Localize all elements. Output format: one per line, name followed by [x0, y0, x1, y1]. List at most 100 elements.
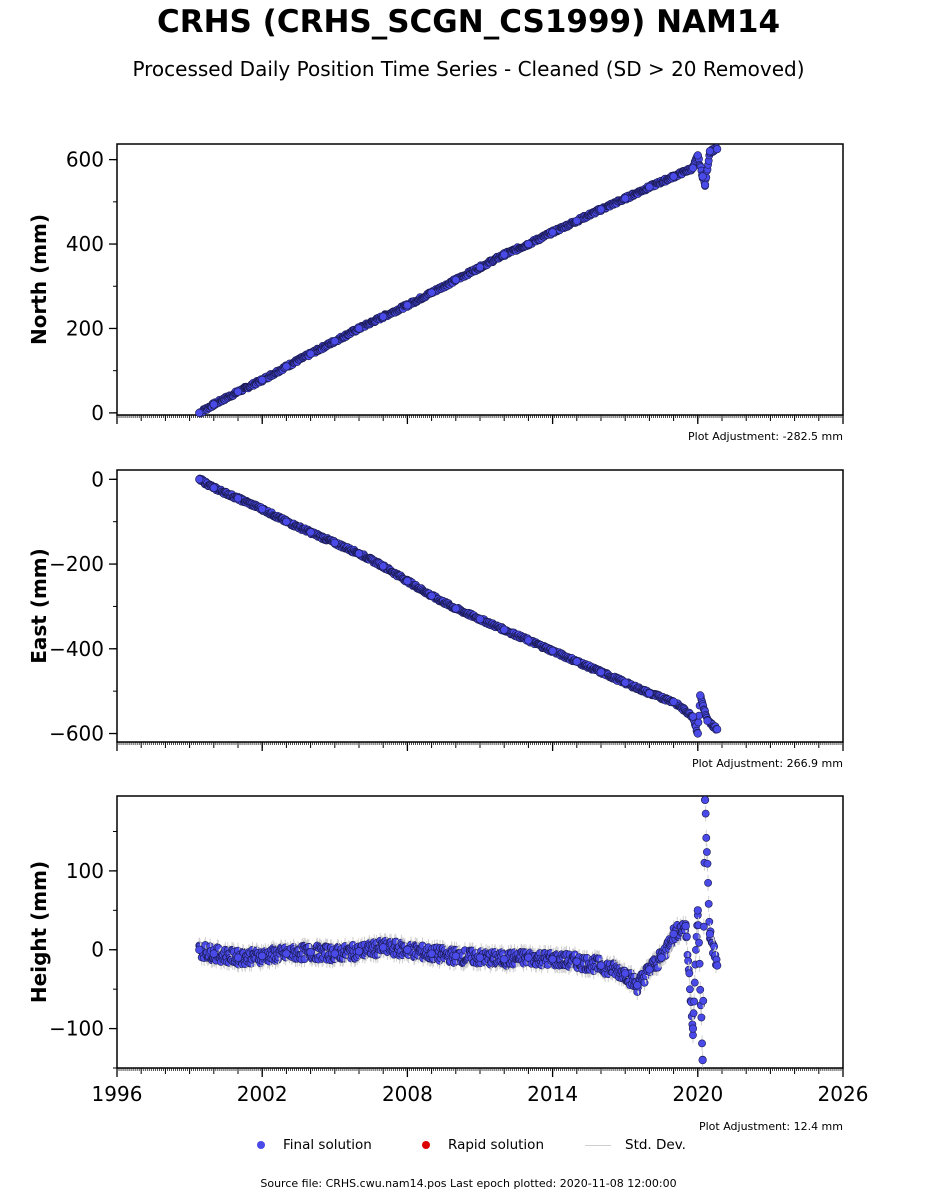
data-point	[699, 922, 708, 931]
plot-frame	[116, 469, 844, 743]
plot-adjustment-label: Plot Adjustment: 266.9 mm	[692, 757, 843, 770]
data-point	[427, 591, 436, 600]
y-tick-label: −600	[49, 722, 104, 746]
data-point	[233, 387, 243, 396]
data-point	[233, 494, 243, 503]
data-point	[705, 929, 715, 939]
legend: Final solution Rapid solution Std. Dev.	[0, 1137, 937, 1159]
data-point	[689, 1009, 698, 1018]
legend-final-label: Final solution	[283, 1137, 372, 1153]
data-point	[621, 969, 630, 978]
y-tick-label: 100	[66, 859, 104, 883]
data-point	[693, 729, 702, 738]
y-tick-label: 0	[91, 401, 104, 425]
data-point	[669, 697, 678, 706]
rapid-marker-icon	[422, 1141, 430, 1149]
legend-final: Final solution	[257, 1137, 372, 1153]
data-point	[702, 848, 711, 856]
data-point	[703, 716, 712, 725]
data-point	[694, 718, 703, 727]
data-point	[354, 549, 364, 558]
data-point	[195, 945, 204, 954]
data-point	[698, 1056, 707, 1065]
x-tick-label: 2026	[818, 1082, 869, 1106]
data-point	[669, 172, 678, 181]
data-point	[713, 725, 722, 734]
data-point	[195, 408, 204, 417]
data-point	[524, 953, 533, 962]
final-marker-icon	[257, 1141, 265, 1149]
data-point	[697, 1013, 706, 1022]
data-point	[701, 809, 710, 818]
data-point	[645, 689, 654, 698]
data-point	[698, 172, 707, 181]
data-point	[427, 949, 436, 958]
plot-frame	[116, 143, 844, 416]
data-point	[524, 636, 533, 645]
data-point	[686, 985, 694, 994]
plot-adjustment-label: Plot Adjustment: 12.4 mm	[699, 1120, 843, 1133]
data-point	[195, 475, 204, 484]
y-tick-label: 0	[91, 938, 104, 962]
data-point	[500, 955, 509, 964]
data-point	[692, 945, 700, 954]
y-tick-label: 400	[66, 232, 104, 256]
y-tick-label: −200	[49, 552, 104, 576]
data-point	[700, 795, 710, 805]
y-axis-label: North (mm)	[27, 214, 51, 345]
data-point	[693, 151, 702, 160]
y-tick-label: −100	[49, 1017, 104, 1041]
data-point	[475, 263, 485, 272]
data-point	[572, 216, 581, 225]
data-point	[684, 956, 693, 965]
data-point	[548, 955, 557, 964]
data-point	[572, 957, 581, 966]
data-point	[500, 250, 509, 259]
data-point	[695, 959, 704, 968]
data-point	[475, 615, 485, 624]
data-point	[700, 180, 710, 190]
data-point	[209, 400, 218, 409]
data-point	[282, 517, 291, 526]
data-point	[282, 949, 291, 958]
x-tick-label: 2002	[237, 1082, 288, 1106]
data-point	[696, 691, 705, 700]
data-point	[475, 953, 485, 962]
data-point	[705, 917, 714, 926]
data-point	[690, 997, 699, 1006]
data-point	[690, 978, 699, 987]
data-point	[621, 194, 630, 203]
data-point	[524, 239, 533, 249]
data-point	[633, 981, 642, 990]
data-point	[306, 948, 315, 957]
data-point	[703, 859, 712, 868]
data-point	[548, 228, 557, 237]
legend-rapid: Rapid solution	[422, 1137, 544, 1153]
data-point	[354, 947, 364, 956]
data-point	[258, 375, 267, 385]
chart-subtitle: Processed Daily Position Time Series - C…	[132, 57, 805, 81]
data-point	[379, 312, 388, 321]
data-point	[209, 483, 218, 492]
data-point	[330, 337, 339, 346]
data-point	[258, 504, 267, 514]
std-line-icon	[585, 1144, 611, 1146]
data-point	[403, 576, 412, 586]
data-point	[451, 275, 460, 285]
data-point	[306, 349, 315, 358]
data-point	[403, 301, 412, 310]
data-point	[330, 538, 339, 547]
data-point	[704, 878, 712, 887]
legend-std: Std. Dev.	[585, 1137, 686, 1153]
x-tick-label: 2008	[382, 1082, 433, 1106]
data-point	[710, 942, 719, 951]
plot-adjustment-label: Plot Adjustment: -282.5 mm	[688, 430, 843, 443]
y-tick-label: 0	[91, 467, 104, 491]
data-point	[572, 657, 581, 666]
data-point	[451, 604, 460, 613]
data-point	[500, 625, 509, 634]
data-point	[685, 969, 694, 978]
data-point	[596, 205, 606, 214]
y-tick-label: 600	[66, 148, 104, 172]
data-point	[713, 961, 722, 970]
